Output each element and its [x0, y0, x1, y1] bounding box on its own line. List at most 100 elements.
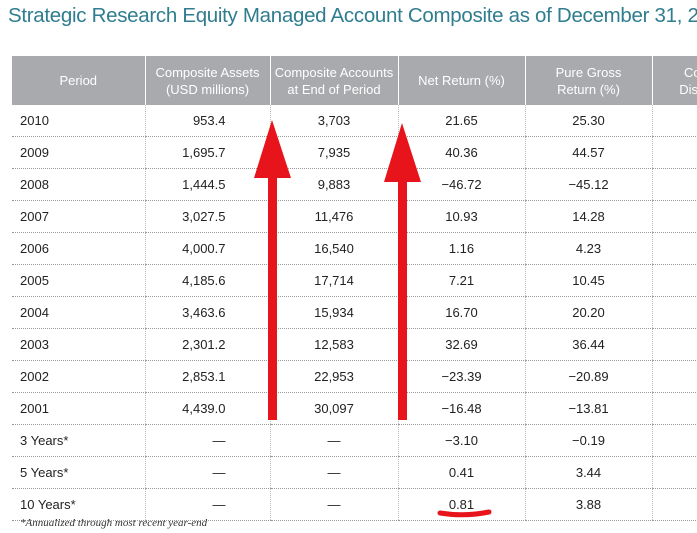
- header-line: Pure Gross: [555, 64, 622, 80]
- cell: −46.72: [397, 168, 525, 201]
- cell: 3.88: [524, 488, 652, 521]
- cell: 2001: [12, 392, 145, 425]
- cell-empty: [651, 424, 697, 457]
- header-line: Co: [683, 64, 697, 80]
- cell: 2006: [12, 232, 145, 265]
- cell-empty: [651, 296, 697, 329]
- cell: 4,439.0: [144, 392, 270, 425]
- cell: 2002: [12, 360, 145, 393]
- cell: 4,000.7: [144, 232, 270, 265]
- cell-empty: [651, 264, 697, 297]
- header-cell: Net Return (%): [397, 56, 525, 105]
- cell: 20.20: [524, 296, 652, 329]
- header-cell: Pure Gross Return (%): [524, 56, 652, 105]
- cell: 12,583: [269, 328, 398, 361]
- cell: 17,714: [269, 264, 398, 297]
- cell: 2005: [12, 264, 145, 297]
- cell: 3.44: [524, 456, 652, 489]
- cell: 7.21: [397, 264, 525, 297]
- cell: 10.93: [397, 200, 525, 233]
- cell: 1,444.5: [144, 168, 270, 201]
- cell: 9,883: [269, 168, 398, 201]
- cell: 15,934: [269, 296, 398, 329]
- cell-empty: [651, 232, 697, 265]
- cell: 32.69: [397, 328, 525, 361]
- cell: 1.16: [397, 232, 525, 265]
- cell: —: [144, 424, 270, 457]
- underline: [437, 509, 492, 518]
- header-row: Period Composite Assets (USD millions) Comp…: [12, 56, 697, 105]
- cell: 36.44: [524, 328, 652, 361]
- header-line: at End of Period: [287, 81, 381, 97]
- cell-empty: [651, 392, 697, 425]
- cell: 0.41: [397, 456, 525, 489]
- cell: 40.36: [397, 136, 525, 169]
- cell: 11,476: [269, 200, 398, 233]
- table-row: 2005 4,185.6 17,714 7.21 10.45: [12, 264, 697, 297]
- header-cell: Period: [12, 56, 145, 105]
- header-line: Return (%): [557, 81, 620, 97]
- cell: −23.39: [397, 360, 525, 393]
- cell-empty: [651, 456, 697, 489]
- cell: —: [144, 488, 270, 521]
- cell: 3,027.5: [144, 200, 270, 233]
- cell: 25.30: [524, 105, 652, 137]
- table-body: 2010 953.4 3,703 21.65 25.30 2009 1,695.7 7,935…: [12, 105, 697, 521]
- table-row: 2002 2,853.1 22,953 −23.39 −20.89: [12, 360, 697, 393]
- cell: 4,185.6: [144, 264, 270, 297]
- cell: 3,703: [269, 105, 398, 137]
- cell: 2004: [12, 296, 145, 329]
- cell: 2010: [12, 105, 145, 137]
- table-row: 2010 953.4 3,703 21.65 25.30: [12, 105, 697, 137]
- cell-empty: [651, 105, 697, 137]
- cell: −13.81: [524, 392, 652, 425]
- title: Strategic Research Equity Managed Accoun…: [8, 4, 697, 27]
- table-row: 3 Years* — — −3.10 −0.19: [12, 424, 697, 457]
- cell: 16,540: [269, 232, 398, 265]
- cell: −45.12: [524, 168, 652, 201]
- cell-empty: [651, 200, 697, 233]
- header-line: Composite Accounts: [274, 64, 394, 80]
- cell: 22,953: [269, 360, 398, 393]
- cell-empty: [651, 168, 697, 201]
- cell: 2,853.1: [144, 360, 270, 393]
- cell-empty: [651, 360, 697, 393]
- header-cell: Composite Accounts at End of Period: [269, 56, 398, 105]
- cell: 1,695.7: [144, 136, 270, 169]
- cell: 2008: [12, 168, 145, 201]
- arrow-shaft: [268, 170, 277, 420]
- footnote: *Annualized through most recent year-end: [20, 517, 208, 529]
- cell-empty: [651, 488, 697, 521]
- table-row: 2007 3,027.5 11,476 10.93 14.28: [12, 200, 697, 233]
- cell: 2009: [12, 136, 145, 169]
- cell: —: [269, 488, 398, 521]
- table-row: 5 Years* — —0.41 3.44: [12, 456, 697, 489]
- header-cell: Composite Assets (USD millions): [144, 56, 270, 105]
- cell: −3.10: [397, 424, 525, 457]
- header-line: Composite Assets: [155, 64, 260, 80]
- cell: 10.45: [524, 264, 652, 297]
- table-row: 2003 2,301.2 12,583 32.69 36.44: [12, 328, 697, 361]
- table-row: 10 Years* — —0.81 3.88: [12, 488, 697, 521]
- cell: 3,463.6: [144, 296, 270, 329]
- header-line: (USD millions): [165, 81, 250, 97]
- returns-table: Period Composite Assets (USD millions) Comp…: [12, 56, 697, 521]
- cell: 2,301.2: [144, 328, 270, 361]
- cell: 5 Years*: [12, 456, 145, 489]
- cell: —: [269, 424, 398, 457]
- cell: 30,097: [269, 392, 398, 425]
- cell: 3 Years*: [12, 424, 145, 457]
- cell: 10 Years*: [12, 488, 145, 521]
- cell: −0.19: [524, 424, 652, 457]
- cell: 4.23: [524, 232, 652, 265]
- cell: 14.28: [524, 200, 652, 233]
- cell: −16.48: [397, 392, 525, 425]
- cell: 16.70: [397, 296, 525, 329]
- table-row: 2009 1,695.7 7,935 40.36 44.57: [12, 136, 697, 169]
- cell: 2003: [12, 328, 145, 361]
- cell-empty: [651, 328, 697, 361]
- arrow-shaft: [398, 172, 407, 420]
- cell-empty: [651, 136, 697, 169]
